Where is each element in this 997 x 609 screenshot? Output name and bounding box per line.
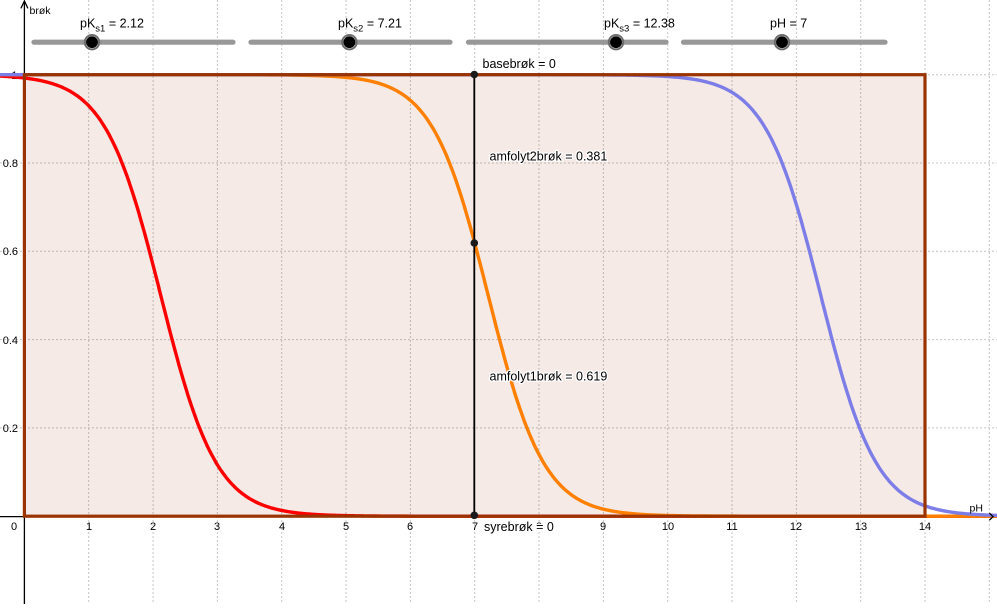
svg-text:5: 5: [343, 521, 349, 533]
svg-text:1: 1: [86, 521, 92, 533]
svg-text:9: 9: [600, 521, 606, 533]
svg-text:8: 8: [536, 521, 542, 533]
svg-text:0.6: 0.6: [3, 246, 18, 258]
svg-text:13: 13: [855, 521, 867, 533]
svg-text:0.8: 0.8: [3, 158, 18, 170]
svg-text:14: 14: [919, 521, 931, 533]
svg-text:pH = 7: pH = 7: [770, 17, 807, 31]
svg-text:6: 6: [407, 521, 413, 533]
svg-text:pH: pH: [970, 503, 983, 515]
svg-text:11: 11: [726, 521, 737, 533]
svg-text:12: 12: [790, 521, 802, 533]
svg-text:2: 2: [150, 521, 156, 533]
svg-text:basebrøk = 0: basebrøk = 0: [483, 57, 556, 71]
svg-text:7: 7: [472, 521, 478, 533]
svg-text:amfolyt1brøk = 0.619: amfolyt1brøk = 0.619: [490, 369, 608, 383]
svg-text:pKs2 = 7.21: pKs2 = 7.21: [338, 17, 402, 35]
svg-text:amfolyt2brøk = 0.381: amfolyt2brøk = 0.381: [490, 149, 608, 163]
svg-text:4: 4: [279, 521, 285, 533]
svg-text:3: 3: [214, 521, 220, 533]
svg-text:syrebrøk = 0: syrebrøk = 0: [484, 520, 554, 534]
svg-text:10: 10: [662, 521, 674, 533]
svg-text:0.4: 0.4: [3, 335, 18, 347]
svg-text:0: 0: [11, 521, 17, 533]
svg-text:0.2: 0.2: [3, 423, 18, 435]
svg-text:brøk: brøk: [30, 5, 52, 17]
